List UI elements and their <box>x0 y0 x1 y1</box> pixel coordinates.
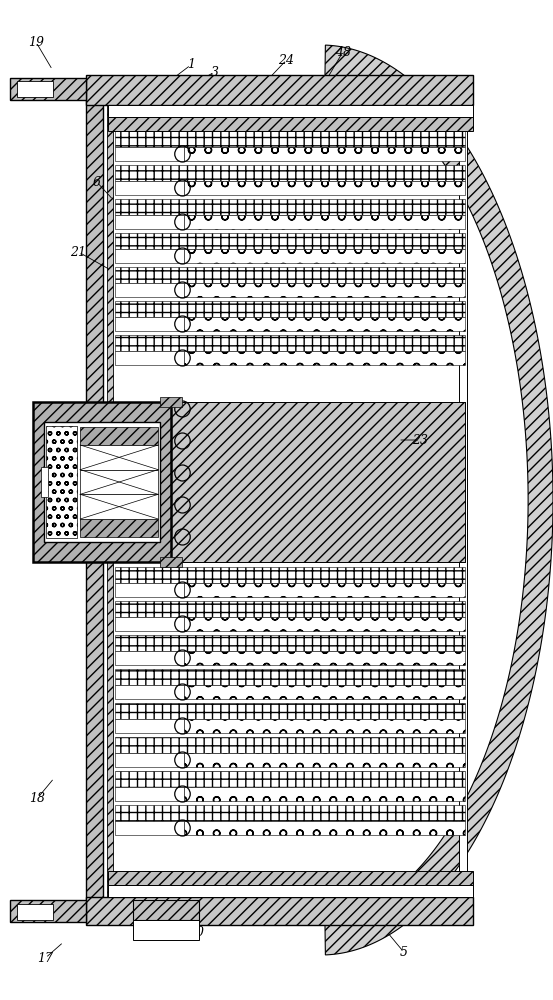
Text: 19: 19 <box>28 35 44 48</box>
Text: 6: 6 <box>93 176 101 188</box>
Bar <box>86 897 473 925</box>
Bar <box>115 181 184 195</box>
Bar <box>115 233 465 249</box>
Bar <box>115 719 184 733</box>
Bar <box>80 519 158 537</box>
Bar <box>115 737 465 753</box>
Bar <box>184 215 465 229</box>
Bar <box>41 467 48 497</box>
Bar <box>184 181 465 195</box>
Bar <box>459 90 467 920</box>
Bar <box>108 871 473 885</box>
Bar <box>184 719 465 733</box>
Bar <box>115 651 184 665</box>
Bar <box>108 105 473 117</box>
Bar <box>107 105 113 905</box>
Bar <box>184 317 465 331</box>
Bar <box>115 283 184 297</box>
Bar <box>86 90 103 920</box>
Bar <box>115 165 465 181</box>
Bar <box>184 583 465 597</box>
Bar <box>133 920 199 940</box>
Bar <box>115 199 465 215</box>
Text: 1: 1 <box>187 58 195 72</box>
Text: 17: 17 <box>38 952 53 964</box>
Text: 21: 21 <box>71 245 86 258</box>
Bar <box>160 397 182 407</box>
Bar <box>115 685 184 699</box>
Bar <box>133 900 199 920</box>
Text: 20: 20 <box>189 926 204 938</box>
Bar <box>184 249 465 263</box>
Bar <box>115 601 465 617</box>
Bar <box>184 617 465 631</box>
Bar <box>46 426 77 538</box>
Bar <box>108 117 473 131</box>
Bar <box>44 422 160 542</box>
Bar <box>17 81 53 97</box>
Bar <box>80 494 158 519</box>
Text: 23: 23 <box>413 434 428 446</box>
Bar <box>80 445 158 470</box>
Bar <box>115 249 184 263</box>
Bar <box>115 317 184 331</box>
Bar <box>115 583 184 597</box>
Polygon shape <box>325 45 553 955</box>
Text: 48: 48 <box>335 45 351 58</box>
Bar <box>184 685 465 699</box>
Bar <box>184 651 465 665</box>
Bar <box>10 900 86 922</box>
Bar <box>115 635 465 651</box>
Bar <box>33 402 171 562</box>
Bar <box>160 557 182 567</box>
Bar <box>184 147 465 161</box>
Bar <box>184 283 465 297</box>
Bar <box>184 351 465 365</box>
Bar <box>115 805 465 821</box>
Bar <box>10 78 86 100</box>
Bar <box>115 753 184 767</box>
Text: 14: 14 <box>38 446 53 458</box>
Bar <box>115 215 184 229</box>
Bar <box>108 885 473 897</box>
Bar <box>115 301 465 317</box>
Bar <box>115 567 465 583</box>
Bar <box>115 131 465 147</box>
Text: 18: 18 <box>30 792 45 804</box>
Bar <box>115 821 184 835</box>
Bar <box>115 335 465 351</box>
Bar <box>115 771 465 787</box>
Text: 3: 3 <box>211 66 218 79</box>
Bar <box>115 787 184 801</box>
Bar <box>115 703 465 719</box>
Bar <box>80 427 158 445</box>
Bar <box>184 787 465 801</box>
Bar <box>115 351 184 365</box>
Bar <box>115 267 465 283</box>
Bar <box>171 402 465 562</box>
Bar <box>86 75 473 105</box>
Bar <box>184 821 465 835</box>
Text: 24: 24 <box>279 53 294 66</box>
Text: 5: 5 <box>400 946 408 958</box>
Bar <box>184 753 465 767</box>
Bar <box>80 470 158 494</box>
Bar <box>115 617 184 631</box>
Bar <box>115 669 465 685</box>
Bar <box>115 147 184 161</box>
Bar <box>17 904 53 920</box>
Bar <box>171 402 465 562</box>
